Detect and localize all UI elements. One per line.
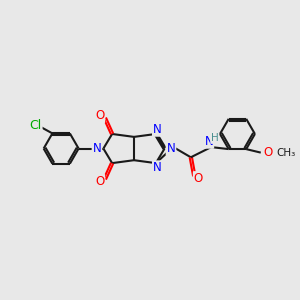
Text: N: N: [153, 123, 162, 136]
Text: N: N: [167, 142, 176, 155]
Text: O: O: [264, 146, 273, 159]
Text: O: O: [95, 109, 104, 122]
Text: O: O: [194, 172, 203, 185]
Text: N: N: [205, 135, 213, 148]
Text: H: H: [211, 133, 219, 143]
Text: N: N: [93, 142, 101, 155]
Text: O: O: [95, 175, 104, 188]
Text: Cl: Cl: [29, 119, 42, 132]
Text: CH₃: CH₃: [277, 148, 296, 158]
Text: N: N: [153, 161, 162, 174]
